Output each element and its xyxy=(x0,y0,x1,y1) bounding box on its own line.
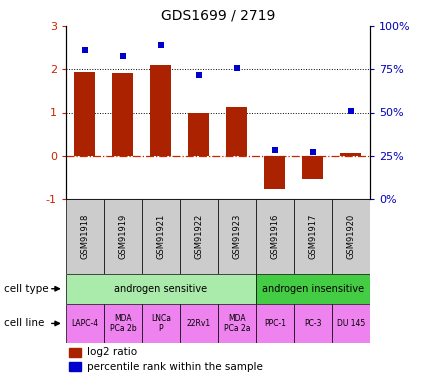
Text: 22Rv1: 22Rv1 xyxy=(187,319,211,328)
Text: GSM91916: GSM91916 xyxy=(270,214,279,259)
Point xyxy=(309,149,316,155)
Text: LAPC-4: LAPC-4 xyxy=(71,319,99,328)
Bar xyxy=(104,199,142,274)
Text: percentile rank within the sample: percentile rank within the sample xyxy=(87,362,263,372)
Bar xyxy=(150,65,171,156)
Text: GSM91919: GSM91919 xyxy=(118,214,127,259)
Point xyxy=(233,64,240,70)
Bar xyxy=(142,199,180,274)
Text: GSM91923: GSM91923 xyxy=(232,214,241,259)
Point xyxy=(157,42,164,48)
Bar xyxy=(104,304,142,343)
Bar xyxy=(142,304,180,343)
Bar xyxy=(227,107,247,156)
Bar xyxy=(112,73,133,156)
Bar xyxy=(66,304,104,343)
Text: MDA
PCa 2a: MDA PCa 2a xyxy=(224,314,250,333)
Text: log2 ratio: log2 ratio xyxy=(87,347,137,357)
Bar xyxy=(188,112,209,156)
Bar xyxy=(294,304,332,343)
Bar xyxy=(218,304,256,343)
Bar xyxy=(180,199,218,274)
Text: GSM91922: GSM91922 xyxy=(194,214,203,259)
Text: cell type: cell type xyxy=(4,284,49,294)
Bar xyxy=(340,153,361,156)
Bar xyxy=(332,199,370,274)
Bar xyxy=(256,274,370,304)
Text: PC-3: PC-3 xyxy=(304,319,322,328)
Text: PPC-1: PPC-1 xyxy=(264,319,286,328)
Bar xyxy=(74,72,95,156)
Bar xyxy=(69,362,81,371)
Bar xyxy=(256,199,294,274)
Bar xyxy=(294,199,332,274)
Text: cell line: cell line xyxy=(4,318,45,328)
Text: GSM91921: GSM91921 xyxy=(156,214,165,259)
Point xyxy=(272,147,278,153)
Point xyxy=(196,72,202,78)
Text: DU 145: DU 145 xyxy=(337,319,365,328)
Text: GSM91917: GSM91917 xyxy=(308,214,317,259)
Point xyxy=(82,47,88,53)
Bar xyxy=(69,348,81,357)
Bar xyxy=(66,199,104,274)
Bar xyxy=(264,156,285,189)
Text: LNCa
P: LNCa P xyxy=(151,314,171,333)
Bar xyxy=(332,304,370,343)
Point xyxy=(119,53,126,58)
Text: androgen insensitive: androgen insensitive xyxy=(262,284,364,294)
Text: MDA
PCa 2b: MDA PCa 2b xyxy=(110,314,136,333)
Text: GSM91920: GSM91920 xyxy=(346,214,355,259)
Bar xyxy=(66,274,256,304)
Title: GDS1699 / 2719: GDS1699 / 2719 xyxy=(161,8,275,22)
Bar xyxy=(302,156,323,179)
Bar xyxy=(256,304,294,343)
Bar xyxy=(218,199,256,274)
Bar xyxy=(180,304,218,343)
Text: androgen sensitive: androgen sensitive xyxy=(114,284,207,294)
Text: GSM91918: GSM91918 xyxy=(80,214,89,259)
Point xyxy=(347,108,354,114)
